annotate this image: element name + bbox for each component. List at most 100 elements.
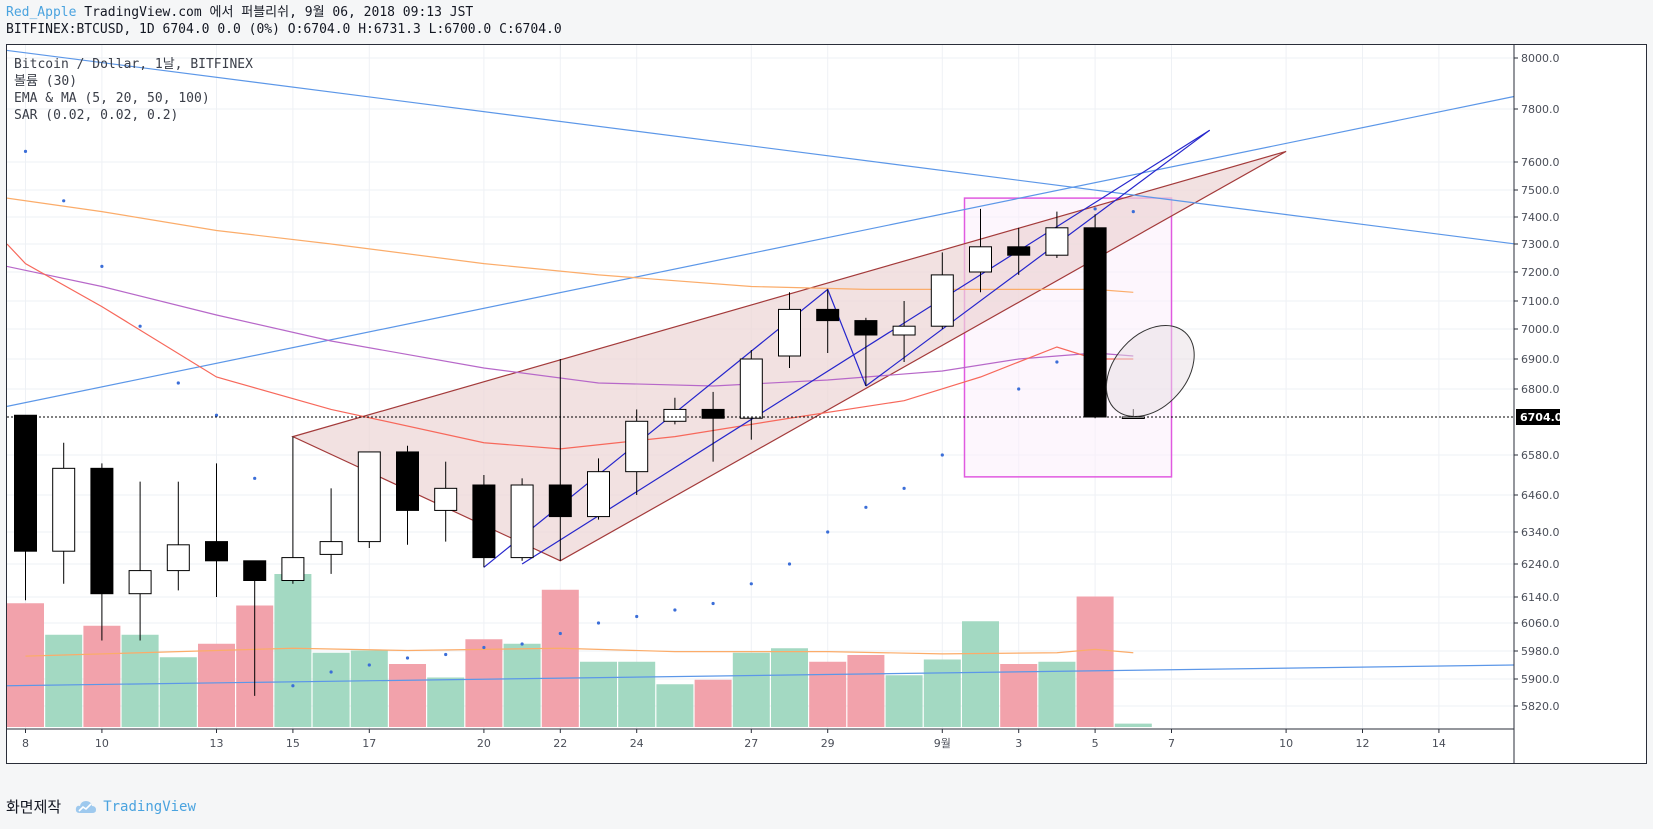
- candle-body: [128, 570, 152, 595]
- candle: [205, 463, 228, 597]
- y-axis-bg: [1514, 45, 1646, 763]
- legend-ema-ma: EMA & MA (5, 20, 50, 100): [14, 91, 210, 106]
- candle-body: [778, 308, 801, 357]
- candle-body: [1007, 246, 1031, 256]
- volume-bar: [962, 621, 999, 727]
- y-tick-label: 5820.0: [1521, 700, 1560, 713]
- volume-bar: [1076, 596, 1114, 727]
- candle: [319, 488, 343, 574]
- chart-frame[interactable]: 8000.0 7800.0 7600.0 7500.0 7400.0 7300.0 7200…: [6, 44, 1647, 764]
- volume-bar: [885, 675, 923, 727]
- y-tick-label: 7500.0: [1521, 184, 1560, 197]
- x-tick-label: 14: [1432, 737, 1446, 750]
- candle: [663, 397, 687, 425]
- candle: [243, 560, 267, 696]
- sar-dot: [23, 149, 28, 153]
- candle-body: [472, 484, 496, 559]
- volume-bar: [1038, 661, 1076, 727]
- candle-body: [969, 246, 992, 273]
- candle: [701, 391, 725, 462]
- candle: [52, 442, 76, 584]
- y-tick-label: 6340.0: [1521, 526, 1560, 539]
- candle: [969, 208, 992, 293]
- x-tick-label: 10: [95, 737, 109, 750]
- y-tick-label: 7100.0: [1521, 295, 1560, 308]
- candle-body: [52, 467, 76, 552]
- candle: [1045, 211, 1069, 258]
- candle: [892, 301, 916, 362]
- candle: [625, 409, 649, 495]
- volume-bar: [389, 664, 426, 727]
- volume-bar: [350, 650, 388, 727]
- ema-orange-line: [7, 197, 1134, 293]
- y-tick-label: 7600.0: [1521, 156, 1560, 169]
- volume-bar: [580, 661, 617, 727]
- candle-body: [548, 484, 572, 518]
- candle-body: [930, 274, 954, 327]
- y-tick-label: 7000.0: [1521, 323, 1560, 336]
- x-tick-label: 24: [630, 737, 644, 750]
- candle-body: [205, 541, 228, 562]
- blue-channel-lower: [865, 129, 1211, 387]
- price-chart[interactable]: 8000.0 7800.0 7600.0 7500.0 7400.0 7300.0 7200…: [7, 45, 1646, 763]
- volume-ma-line: [25, 647, 1134, 657]
- candle-body: [1045, 227, 1069, 256]
- candle: [1007, 227, 1031, 275]
- candle: [816, 289, 840, 353]
- x-tick-label: 27: [744, 737, 758, 750]
- y-tick-label: 6240.0: [1521, 558, 1560, 571]
- sar-dot: [62, 199, 66, 203]
- candle-body: [357, 451, 381, 543]
- x-tick-label: 7: [1168, 737, 1175, 750]
- x-tick-label: 5: [1092, 737, 1099, 750]
- candle: [472, 475, 496, 568]
- sar-dot: [214, 413, 219, 417]
- sar-dot: [940, 453, 944, 457]
- candle: [930, 252, 954, 329]
- x-tick-label: 8: [22, 737, 29, 750]
- volume-bar: [198, 643, 235, 727]
- volume-bar: [7, 603, 44, 727]
- last-price-label: 6704.0: [1520, 411, 1563, 424]
- sar-dot: [1055, 360, 1059, 364]
- legend-sar: SAR (0.02, 0.02, 0.2): [14, 108, 179, 123]
- legend-symbol: Bitcoin / Dollar, 1날, BITFINEX: [14, 57, 253, 72]
- candle: [548, 359, 572, 561]
- x-tick-label: 20: [477, 737, 491, 750]
- sar-dot: [826, 530, 830, 534]
- candle: [778, 292, 801, 368]
- sar-dot: [482, 645, 486, 650]
- candle-body: [816, 308, 840, 322]
- indicator-legend: Bitcoin / Dollar, 1날, BITFINEX 볼륨 (30) E…: [14, 56, 253, 124]
- volume-bar: [121, 634, 159, 727]
- tradingview-brand[interactable]: TradingView: [75, 797, 196, 817]
- volume-bar: [312, 652, 350, 727]
- publish-info: TradingView.com 에서 퍼블리쉬, 9월 06, 2018 09:…: [84, 5, 474, 20]
- tradingview-cloud-icon: [76, 801, 97, 813]
- y-tick-label: 6060.0: [1521, 617, 1560, 630]
- y-tick-label: 7300.0: [1521, 238, 1560, 251]
- sar-dot: [864, 505, 868, 509]
- sar-dot: [405, 656, 410, 660]
- rising-trendline: [7, 95, 1515, 407]
- candle-body: [14, 414, 37, 552]
- volume-bar: [618, 661, 656, 727]
- author-link[interactable]: Red_Apple: [6, 5, 77, 20]
- footer: 화면제작 TradingView: [6, 797, 196, 817]
- volume-bar: [656, 684, 694, 727]
- sar-dots: [23, 149, 1135, 688]
- sar-dot: [176, 381, 180, 385]
- volume-bar: [923, 659, 961, 727]
- sar-dot: [291, 684, 295, 688]
- x-tick-label: 29: [821, 737, 835, 750]
- y-tick-label: 7800.0: [1521, 103, 1560, 116]
- candle-body: [434, 487, 458, 511]
- sar-dot: [253, 476, 257, 480]
- x-axis-bg: [7, 729, 1514, 763]
- sar-dot: [100, 264, 104, 268]
- ellipse-annotation: [1105, 324, 1195, 418]
- volume-bar: [809, 661, 847, 727]
- ema-red-line: [7, 243, 1134, 450]
- sar-dot: [138, 324, 142, 328]
- volume-bar: [427, 677, 465, 727]
